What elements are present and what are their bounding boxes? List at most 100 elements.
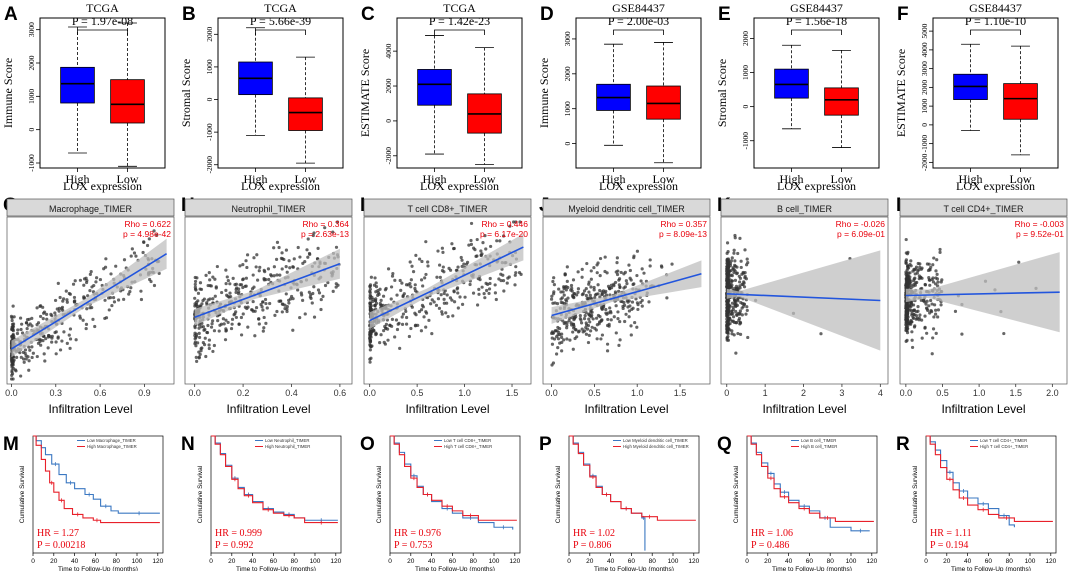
data-point: [420, 259, 424, 264]
data-point: [221, 317, 225, 321]
data-point: [368, 336, 372, 340]
data-point: [379, 303, 383, 307]
data-point: [559, 335, 564, 339]
data-point: [939, 303, 943, 307]
data-point: [589, 329, 593, 333]
data-point: [10, 322, 15, 326]
data-point: [24, 357, 28, 361]
data-point: [600, 318, 604, 322]
data-point: [727, 262, 731, 266]
data-point: [65, 341, 69, 345]
data-point: [239, 283, 244, 287]
censor-marks: [234, 476, 322, 523]
data-point: [452, 300, 457, 304]
data-point: [604, 307, 608, 312]
box-iqr: [774, 68, 809, 99]
data-point: [260, 305, 264, 309]
y-tick-label: -1000: [27, 154, 36, 172]
data-point: [390, 317, 395, 321]
data-point: [484, 247, 488, 251]
data-point: [1002, 331, 1006, 336]
data-point: [569, 288, 573, 292]
data-point: [47, 334, 51, 338]
data-point: [928, 283, 932, 287]
data-point: [929, 298, 933, 303]
data-point: [729, 268, 733, 273]
data-point: [291, 328, 295, 332]
data-point: [194, 288, 198, 292]
data-point: [920, 318, 924, 322]
data-point: [591, 317, 595, 321]
data-point: [10, 372, 15, 376]
data-point: [907, 301, 911, 305]
data-point: [909, 264, 913, 268]
data-point: [909, 259, 913, 263]
data-point: [741, 304, 745, 309]
data-point: [582, 289, 587, 293]
data-point: [596, 283, 600, 287]
p-label: p = 6.17e-20: [480, 229, 528, 239]
data-point: [589, 269, 593, 273]
x-tick-label: 1: [763, 388, 768, 398]
data-point: [421, 284, 425, 288]
box-high: [60, 26, 95, 154]
data-point: [627, 309, 632, 313]
data-point: [38, 304, 43, 308]
data-point: [15, 331, 20, 336]
data-point: [564, 299, 569, 303]
x-tick-label: 20: [228, 558, 236, 565]
data-point: [400, 281, 404, 285]
data-point: [368, 340, 373, 344]
y-tick-label: 2000: [205, 27, 214, 42]
x-axis-label: Infiltration Level: [226, 402, 310, 416]
data-point: [597, 322, 601, 326]
x-tick-label: 1.0: [973, 388, 986, 398]
data-point: [254, 265, 258, 269]
data-point: [193, 342, 197, 346]
data-point: [660, 265, 664, 269]
data-point: [261, 329, 265, 333]
data-point: [725, 317, 729, 321]
data-point: [200, 346, 204, 350]
data-point: [434, 303, 439, 307]
data-point: [556, 325, 560, 330]
x-tick-label: Low: [295, 172, 317, 186]
survival-curve-low: [390, 435, 514, 530]
data-point: [912, 308, 916, 312]
data-point: [497, 277, 501, 281]
box-iqr: [646, 85, 681, 120]
x-axis-label: Infiltration Level: [762, 402, 846, 416]
plot-frame: [32, 435, 164, 554]
data-point: [305, 248, 309, 252]
data-point: [440, 246, 444, 250]
data-point: [568, 338, 572, 342]
data-point: [462, 262, 466, 266]
y-tick-label: 4000: [384, 43, 393, 58]
data-point: [234, 315, 238, 320]
data-point: [912, 282, 916, 286]
data-point: [581, 330, 585, 334]
data-point: [514, 265, 518, 269]
data-point: [935, 277, 940, 281]
data-point: [552, 276, 556, 280]
data-point: [725, 258, 729, 262]
data-point: [587, 333, 591, 337]
data-point: [450, 242, 454, 246]
facet-strip: [899, 198, 1068, 217]
data-point: [580, 327, 584, 331]
data-point: [561, 290, 565, 294]
x-tick-label: 100: [310, 558, 321, 565]
data-point: [213, 277, 217, 281]
x-tick-label: Low: [1010, 172, 1032, 186]
data-point: [665, 296, 669, 300]
data-point: [909, 279, 913, 284]
y-axis-label: Cumulative Survival: [912, 465, 919, 523]
data-point: [312, 231, 316, 235]
data-point: [609, 318, 613, 322]
data-point: [90, 285, 94, 289]
data-point: [239, 333, 244, 337]
data-point: [197, 331, 201, 335]
x-tick-label: 40: [249, 558, 257, 565]
